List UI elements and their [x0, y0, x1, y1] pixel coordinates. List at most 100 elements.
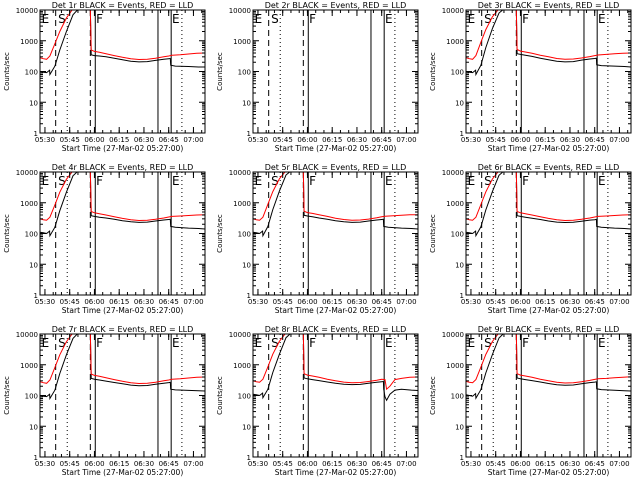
x-tick-label: 05:45 — [60, 460, 80, 468]
annotation-f: F — [309, 12, 316, 26]
y-tick-label: 100 — [451, 69, 464, 77]
y-tick-label: 1000 — [20, 38, 38, 46]
x-tick-label: 06:00 — [84, 460, 104, 468]
x-tick-label: 06:15 — [535, 136, 555, 144]
x-tick-label: 06:45 — [372, 460, 392, 468]
y-tick-label: 100 — [451, 231, 464, 239]
annotation-s: S — [271, 174, 279, 188]
y-tick-label: 1000 — [446, 38, 464, 46]
events-series-line — [466, 334, 631, 400]
x-tick-label: 06:30 — [560, 136, 580, 144]
annotation-e: E — [172, 336, 180, 350]
x-tick-label: 05:45 — [486, 298, 506, 306]
series-group — [40, 10, 205, 77]
annotation-e: E — [255, 174, 263, 188]
y-tick-label: 1000 — [20, 362, 38, 370]
series-group — [466, 172, 631, 238]
y-axis-label: Counts/sec — [3, 376, 11, 415]
y-tick-label: 100 — [25, 393, 38, 401]
annotation-s: S — [271, 12, 279, 26]
x-tick-label: 07:00 — [396, 460, 416, 468]
x-axis-label: Start Time (27-Mar-02 05:27:00) — [488, 306, 610, 315]
x-tick-label: 06:45 — [159, 460, 179, 468]
events-series-line — [466, 10, 631, 77]
annotation-e: E — [172, 174, 180, 188]
x-axis-label: Start Time (27-Mar-02 05:27:00) — [62, 468, 184, 477]
events-series-line — [466, 172, 631, 238]
panel-title: Det 9r BLACK = Events, RED = LLD — [478, 325, 620, 334]
y-tick-label: 1000 — [20, 200, 38, 208]
x-tick-label: 07:00 — [396, 136, 416, 144]
annotation-f: F — [96, 12, 103, 26]
annotation-e: E — [385, 174, 393, 188]
x-tick-label: 06:45 — [159, 136, 179, 144]
x-tick-label: 06:30 — [347, 298, 367, 306]
x-tick-label: 07:00 — [183, 460, 203, 468]
annotation-s: S — [58, 174, 66, 188]
x-axis-label: Start Time (27-Mar-02 05:27:00) — [488, 468, 610, 477]
x-tick-label: 07:00 — [609, 136, 629, 144]
annotation-e: E — [468, 336, 476, 350]
x-tick-label: 06:45 — [585, 136, 605, 144]
annotation-e: E — [468, 174, 476, 188]
y-tick-label: 1000 — [446, 200, 464, 208]
y-tick-label: 1000 — [233, 200, 251, 208]
y-tick-label: 100 — [451, 393, 464, 401]
x-tick-label: 05:30 — [35, 136, 55, 144]
plot-frame — [252, 333, 419, 458]
x-tick-label: 05:30 — [248, 460, 268, 468]
y-axis-label: Counts/sec — [216, 376, 224, 415]
lld-series-line — [466, 334, 631, 384]
x-tick-label: 06:00 — [510, 136, 530, 144]
y-tick-label: 10000 — [442, 169, 464, 177]
x-tick-label: 05:45 — [60, 298, 80, 306]
x-tick-label: 06:15 — [109, 136, 129, 144]
y-tick-label: 10000 — [229, 7, 251, 15]
y-tick-label: 100 — [238, 393, 251, 401]
y-tick-label: 10 — [29, 423, 38, 431]
x-tick-label: 05:30 — [461, 136, 481, 144]
x-tick-label: 06:30 — [134, 460, 154, 468]
annotation-f: F — [522, 174, 529, 188]
panel-title: Det 8r BLACK = Events, RED = LLD — [265, 325, 407, 334]
events-series-line — [40, 334, 205, 401]
x-tick-label: 06:15 — [322, 136, 342, 144]
y-axis-label: Counts/sec — [429, 214, 437, 253]
plot-frame — [39, 171, 206, 296]
annotation-e: E — [598, 12, 606, 26]
plot-frame — [465, 333, 632, 458]
annotation-f: F — [309, 336, 316, 350]
x-tick-label: 07:00 — [183, 136, 203, 144]
x-tick-label: 06:30 — [560, 298, 580, 306]
annotation-s: S — [484, 174, 492, 188]
y-tick-label: 10 — [455, 261, 464, 269]
y-tick-label: 10000 — [16, 169, 38, 177]
series-group — [466, 334, 631, 400]
x-tick-label: 06:00 — [297, 136, 317, 144]
annotation-e: E — [598, 336, 606, 350]
y-axis-label: Counts/sec — [429, 376, 437, 415]
annotation-e: E — [385, 336, 393, 350]
lld-series-line — [466, 10, 631, 60]
x-tick-label: 06:45 — [372, 298, 392, 306]
x-axis-label: Start Time (27-Mar-02 05:27:00) — [275, 468, 397, 477]
y-tick-label: 10000 — [229, 331, 251, 339]
x-tick-label: 06:15 — [322, 460, 342, 468]
x-tick-label: 05:30 — [35, 460, 55, 468]
annotation-s: S — [58, 12, 66, 26]
x-tick-label: 06:15 — [535, 460, 555, 468]
x-tick-label: 06:00 — [84, 298, 104, 306]
y-tick-label: 100 — [238, 231, 251, 239]
y-tick-label: 10 — [29, 261, 38, 269]
panel-title: Det 6r BLACK = Events, RED = LLD — [478, 163, 620, 172]
x-axis-label: Start Time (27-Mar-02 05:27:00) — [62, 144, 184, 153]
x-tick-label: 06:30 — [134, 136, 154, 144]
annotation-s: S — [484, 12, 492, 26]
lld-series-line — [253, 334, 418, 391]
y-tick-label: 10000 — [229, 169, 251, 177]
